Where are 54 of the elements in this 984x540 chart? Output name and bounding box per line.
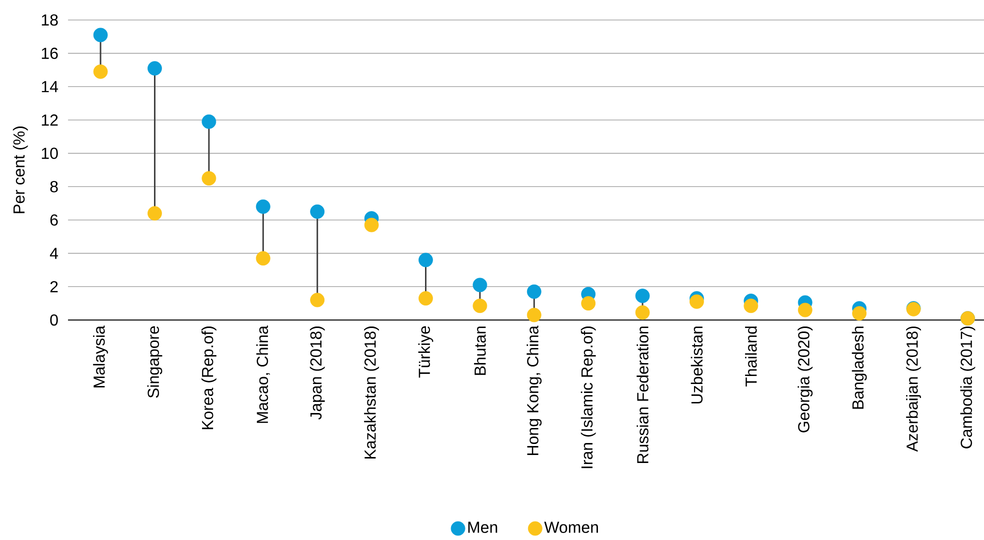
- y-axis-title: Per cent (%): [12, 126, 28, 214]
- x-tick-label: Uzbekistan: [690, 326, 703, 404]
- point: [418, 291, 433, 306]
- legend-label: Women: [544, 522, 598, 533]
- point: [202, 114, 216, 129]
- point: [93, 64, 108, 79]
- y-tick-label: 16: [42, 48, 58, 59]
- point: [472, 278, 488, 292]
- point: [526, 308, 542, 322]
- x-tick-label: Malaysia: [93, 326, 108, 388]
- point: [635, 288, 650, 304]
- x-tick-label: Cambodia (2017): [960, 326, 976, 448]
- point: [148, 61, 162, 76]
- x-tick-label: Macao, China: [256, 326, 270, 423]
- y-tick-label: 4: [50, 248, 58, 259]
- x-tick-label: Iran (Islamic Rep.of): [580, 326, 596, 468]
- x-tick-label: Thailand: [745, 326, 757, 387]
- point: [744, 298, 758, 314]
- point: [310, 292, 325, 308]
- point: [635, 305, 650, 320]
- x-tick-label: Kazakhstan (2018): [364, 326, 379, 459]
- x-tick-label: Korea (Rep.of): [201, 326, 216, 430]
- point: [202, 171, 216, 186]
- point: [526, 284, 542, 299]
- x-tick-label: Georgia (2020): [798, 326, 813, 432]
- legend-label: Men: [468, 522, 498, 533]
- point: [310, 204, 325, 219]
- y-tick-label: 10: [42, 148, 58, 159]
- x-tick-label: Singapore: [147, 326, 162, 398]
- x-tick-label: Bhutan: [474, 326, 486, 375]
- x-tick-label: Bangladesh: [852, 326, 867, 409]
- y-tick-label: 2: [50, 281, 58, 292]
- x-tick-label: Japan (2018): [310, 326, 325, 420]
- point: [852, 306, 867, 321]
- point: [472, 298, 488, 314]
- y-tick-label: 12: [42, 114, 58, 126]
- x-tick-label: Hong Kong, China: [526, 326, 542, 455]
- y-tick-label: 14: [42, 81, 58, 92]
- x-tick-label: Russian Federation: [636, 326, 648, 463]
- point: [256, 251, 270, 266]
- point: [690, 294, 704, 309]
- x-tick-label: Azerbaijan (2018): [906, 326, 921, 452]
- y-tick-label: 8: [50, 181, 58, 192]
- y-tick-label: 0: [50, 314, 58, 326]
- point: [93, 28, 108, 42]
- point: [364, 218, 379, 232]
- point: [256, 199, 270, 214]
- y-tick-label: 18: [42, 14, 58, 26]
- point: [148, 206, 162, 221]
- point: [418, 252, 433, 268]
- x-tick-label: Türkiye: [418, 326, 434, 378]
- point: [581, 296, 596, 311]
- y-tick-label: 6: [50, 214, 58, 226]
- point: [798, 302, 812, 318]
